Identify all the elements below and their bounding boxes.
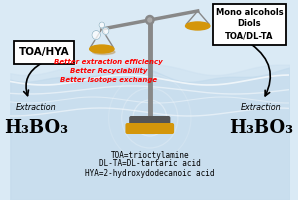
- Ellipse shape: [90, 45, 114, 53]
- Text: Mono alcohols
Diols
TOA/DL-TA: Mono alcohols Diols TOA/DL-TA: [216, 8, 283, 40]
- Text: TOA=trioctylamine: TOA=trioctylamine: [111, 150, 189, 160]
- Circle shape: [148, 18, 152, 22]
- Text: TOA/HYA: TOA/HYA: [19, 47, 69, 57]
- Text: DL-TA=DL-tartaric acid: DL-TA=DL-tartaric acid: [99, 160, 201, 168]
- Text: Better isotope exchange: Better isotope exchange: [60, 77, 157, 83]
- Text: Better Recyclability: Better Recyclability: [70, 68, 147, 74]
- Circle shape: [99, 22, 105, 28]
- FancyArrowPatch shape: [252, 45, 270, 96]
- Circle shape: [92, 31, 100, 40]
- FancyBboxPatch shape: [14, 40, 74, 64]
- Ellipse shape: [92, 50, 115, 55]
- Circle shape: [145, 16, 154, 24]
- FancyBboxPatch shape: [129, 116, 170, 129]
- FancyBboxPatch shape: [125, 123, 174, 134]
- Text: Extraction: Extraction: [16, 104, 57, 112]
- Text: Better extraction efficiency: Better extraction efficiency: [54, 59, 163, 65]
- Ellipse shape: [186, 22, 210, 30]
- FancyBboxPatch shape: [213, 3, 286, 45]
- FancyArrowPatch shape: [24, 63, 41, 96]
- Text: H₃BO₃: H₃BO₃: [229, 119, 293, 137]
- Text: H₃BO₃: H₃BO₃: [4, 119, 69, 137]
- Circle shape: [102, 28, 109, 35]
- Text: Extraction: Extraction: [241, 104, 282, 112]
- Text: HYA=2-hydroxydodecanoic acid: HYA=2-hydroxydodecanoic acid: [85, 168, 215, 178]
